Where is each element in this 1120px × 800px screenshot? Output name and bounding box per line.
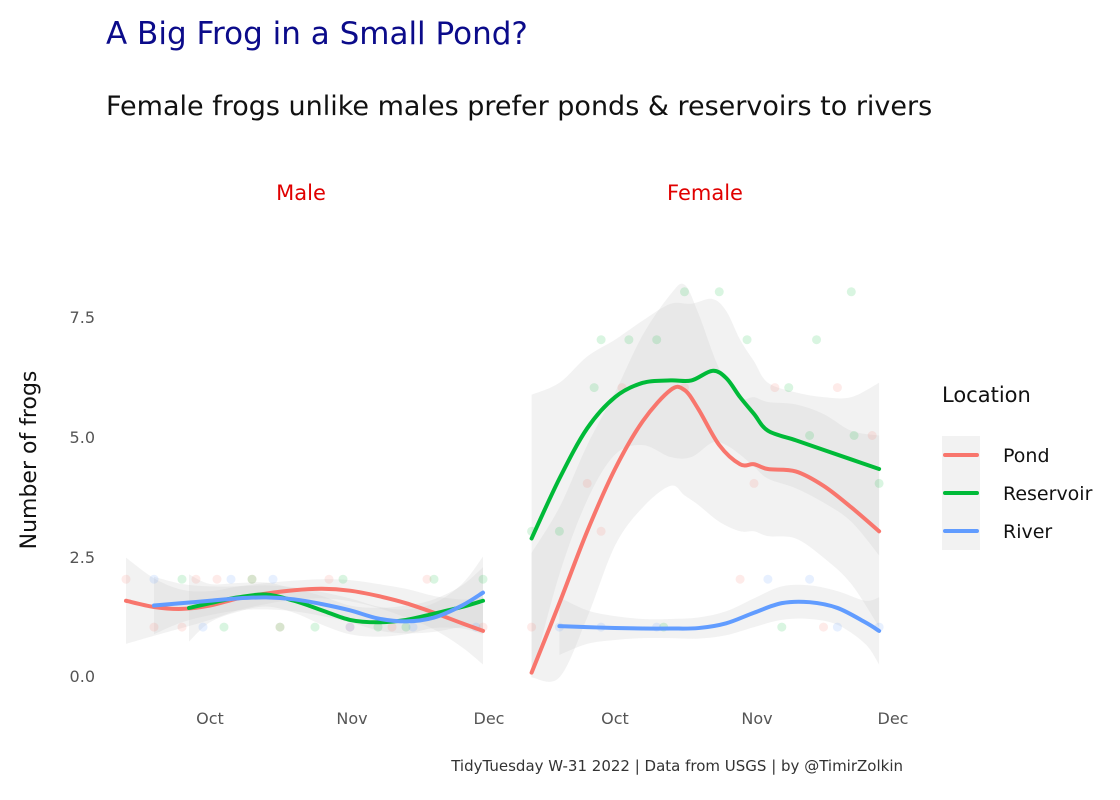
data-point bbox=[777, 622, 787, 632]
caption: TidyTuesday W-31 2022 | Data from USGS |… bbox=[450, 757, 903, 775]
x-tick-label: Oct bbox=[196, 709, 224, 728]
y-tick-label: 0.0 bbox=[70, 667, 95, 686]
x-tick-label: Oct bbox=[601, 709, 629, 728]
y-axis-ticks: 0.0 2.5 5.0 7.5 bbox=[70, 308, 95, 686]
data-point bbox=[867, 431, 877, 440]
confidence-band-pond bbox=[126, 557, 483, 665]
chart-title: A Big Frog in a Small Pond? bbox=[106, 16, 528, 52]
trend-line-pond bbox=[529, 384, 882, 675]
confidence-band-river bbox=[154, 556, 483, 635]
data-point bbox=[338, 574, 348, 584]
data-point bbox=[345, 622, 355, 632]
chart-subtitle: Female frogs unlike males prefer ponds &… bbox=[106, 91, 932, 122]
data-point bbox=[596, 526, 606, 536]
legend-title: Location bbox=[942, 383, 1031, 407]
trend-line-river bbox=[152, 590, 485, 624]
data-point bbox=[742, 335, 752, 345]
x-tick-label: Dec bbox=[474, 709, 505, 728]
data-point bbox=[812, 335, 822, 345]
data-point bbox=[582, 478, 592, 488]
data-point bbox=[275, 622, 285, 632]
x-tick-label: Dec bbox=[878, 709, 909, 728]
data-point bbox=[589, 383, 599, 393]
panel-label-male: Male bbox=[276, 181, 326, 205]
legend-label-reservoir: Reservoir bbox=[1003, 483, 1093, 505]
panel-label-female: Female bbox=[667, 181, 743, 205]
data-point bbox=[219, 622, 229, 632]
legend-item-reservoir: Reservoir bbox=[942, 474, 1093, 512]
data-point bbox=[324, 574, 334, 584]
data-point bbox=[714, 287, 724, 297]
data-point bbox=[832, 383, 842, 393]
confidence-band-pond bbox=[531, 283, 880, 682]
y-axis-label: Number of frogs bbox=[17, 371, 42, 550]
legend: Location Pond Reservoir River bbox=[942, 383, 1093, 550]
data-point bbox=[226, 574, 236, 584]
data-point bbox=[387, 622, 397, 632]
data-point bbox=[770, 383, 780, 393]
data-point bbox=[401, 622, 411, 632]
data-point bbox=[478, 574, 488, 584]
data-point bbox=[310, 622, 320, 632]
x-axis-ticks: Oct Nov Dec Oct Nov Dec bbox=[196, 709, 908, 728]
data-point bbox=[554, 526, 564, 536]
data-point bbox=[149, 622, 159, 632]
legend-label-river: River bbox=[1003, 521, 1052, 543]
legend-item-pond: Pond bbox=[942, 436, 1050, 474]
data-point bbox=[749, 478, 759, 488]
trend-line-river bbox=[557, 599, 882, 633]
data-point bbox=[784, 383, 794, 393]
data-point bbox=[527, 622, 537, 632]
trend-line-reservoir bbox=[529, 368, 882, 541]
data-point bbox=[805, 574, 815, 584]
data-point bbox=[652, 335, 662, 345]
data-point bbox=[177, 622, 187, 632]
y-tick-label: 7.5 bbox=[70, 308, 95, 327]
data-point bbox=[624, 335, 634, 345]
data-point bbox=[832, 622, 842, 632]
data-point bbox=[874, 478, 884, 488]
data-point bbox=[805, 431, 815, 440]
data-point bbox=[247, 574, 257, 584]
y-tick-label: 5.0 bbox=[70, 428, 95, 447]
legend-item-river: River bbox=[942, 512, 1052, 550]
x-tick-label: Nov bbox=[336, 709, 367, 728]
data-point bbox=[177, 574, 187, 584]
data-point bbox=[198, 622, 208, 632]
x-tick-label: Nov bbox=[741, 709, 772, 728]
trend-line-pond bbox=[124, 586, 485, 633]
y-tick-label: 2.5 bbox=[70, 548, 95, 567]
data-point bbox=[422, 574, 432, 584]
data-point bbox=[275, 622, 285, 632]
data-point bbox=[819, 622, 828, 632]
data-point bbox=[735, 574, 745, 584]
data-point bbox=[247, 574, 257, 584]
data-point bbox=[429, 574, 439, 584]
plot-area bbox=[121, 283, 884, 682]
data-point bbox=[373, 622, 383, 632]
legend-label-pond: Pond bbox=[1003, 445, 1050, 467]
data-point bbox=[149, 574, 159, 584]
data-point bbox=[680, 287, 689, 297]
data-point bbox=[212, 574, 222, 584]
data-point bbox=[763, 574, 773, 584]
data-point bbox=[596, 335, 606, 345]
data-point bbox=[408, 622, 418, 632]
data-point bbox=[191, 574, 201, 584]
data-point bbox=[846, 287, 856, 297]
data-point bbox=[345, 622, 355, 632]
data-point bbox=[268, 574, 278, 584]
data-point bbox=[849, 431, 859, 440]
data-point bbox=[121, 574, 131, 584]
